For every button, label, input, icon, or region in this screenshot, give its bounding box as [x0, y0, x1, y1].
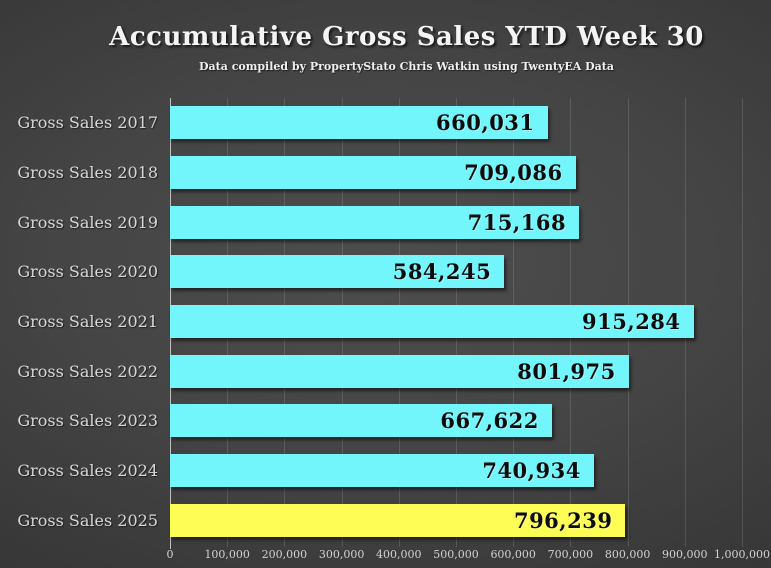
x-tick-label: 100,000 — [204, 548, 250, 561]
x-tick-label: 300,000 — [318, 548, 365, 561]
chart-title: Accumulative Gross Sales YTD Week 30 — [109, 22, 704, 52]
bar: 709,086 — [170, 156, 576, 189]
x-tick-label: 1,000,000 — [714, 548, 770, 561]
category-label: Gross Sales 2017 — [17, 113, 158, 133]
x-tick-label: 0 — [166, 548, 174, 561]
category-axis: Gross Sales 2017 Gross Sales 2018 Gross Sa… — [0, 98, 158, 545]
bar: 667,622 — [170, 404, 552, 438]
bar-rows: 660,031 709,086 715,168 584,245 915,284 801,9… — [170, 98, 742, 545]
bar-row: 915,284 — [170, 297, 742, 347]
value-label: 796,239 — [513, 507, 613, 533]
value-label: 584,245 — [392, 259, 492, 285]
bar-row: 584,245 — [170, 247, 742, 297]
bar: 915,284 — [170, 305, 694, 339]
bar-row: 796,239 — [170, 495, 742, 545]
value-label: 715,168 — [467, 209, 567, 235]
value-label: 915,284 — [582, 309, 681, 335]
bar-highlighted: 796,239 — [170, 503, 626, 537]
category-label: Gross Sales 2023 — [17, 411, 158, 431]
chart-subtitle: Data compiled by PropertyStato Chris Wat… — [198, 60, 615, 73]
category-label: Gross Sales 2024 — [17, 461, 158, 481]
bar: 801,975 — [170, 354, 629, 388]
bar: 660,031 — [170, 106, 548, 140]
bar-row: 740,934 — [170, 446, 742, 496]
x-tick-label: 900,000 — [662, 548, 708, 561]
bar-row: 660,031 — [170, 98, 742, 148]
bar-row: 667,622 — [170, 396, 742, 446]
x-tick-label: 200,000 — [261, 548, 308, 561]
category-label: Gross Sales 2021 — [17, 312, 158, 332]
value-label: 660,031 — [436, 110, 535, 136]
x-tick-label: 500,000 — [433, 548, 479, 561]
bar: 740,934 — [170, 454, 594, 488]
x-tick-label: 800,000 — [604, 548, 651, 561]
value-label: 667,622 — [440, 408, 539, 434]
bar: 715,168 — [170, 205, 580, 239]
bar-row: 715,168 — [170, 197, 742, 247]
value-label: 740,934 — [482, 458, 581, 484]
category-label: Gross Sales 2020 — [17, 262, 158, 282]
category-label: Gross Sales 2019 — [17, 212, 158, 232]
chart-header: Accumulative Gross Sales YTD Week 30 Dat… — [0, 22, 771, 73]
gridline — [742, 98, 743, 547]
bar-row: 709,086 — [170, 148, 742, 198]
x-axis: 0 100,000 200,000 300,000 400,000 500,000 600,… — [166, 548, 770, 564]
plot-area: 660,031 709,086 715,168 584,245 915,284 801,9… — [170, 98, 743, 549]
category-label: Gross Sales 2022 — [17, 361, 158, 381]
category-label: Gross Sales 2025 — [17, 510, 158, 530]
x-tick-label: 400,000 — [376, 548, 422, 561]
bar-row: 801,975 — [170, 346, 742, 396]
x-tick-label: 700,000 — [547, 548, 594, 561]
bar: 584,245 — [170, 255, 505, 289]
category-label: Gross Sales 2018 — [17, 163, 158, 182]
x-tick-label: 600,000 — [490, 548, 536, 561]
value-label: 801,975 — [517, 358, 616, 384]
value-label: 709,086 — [464, 160, 563, 185]
